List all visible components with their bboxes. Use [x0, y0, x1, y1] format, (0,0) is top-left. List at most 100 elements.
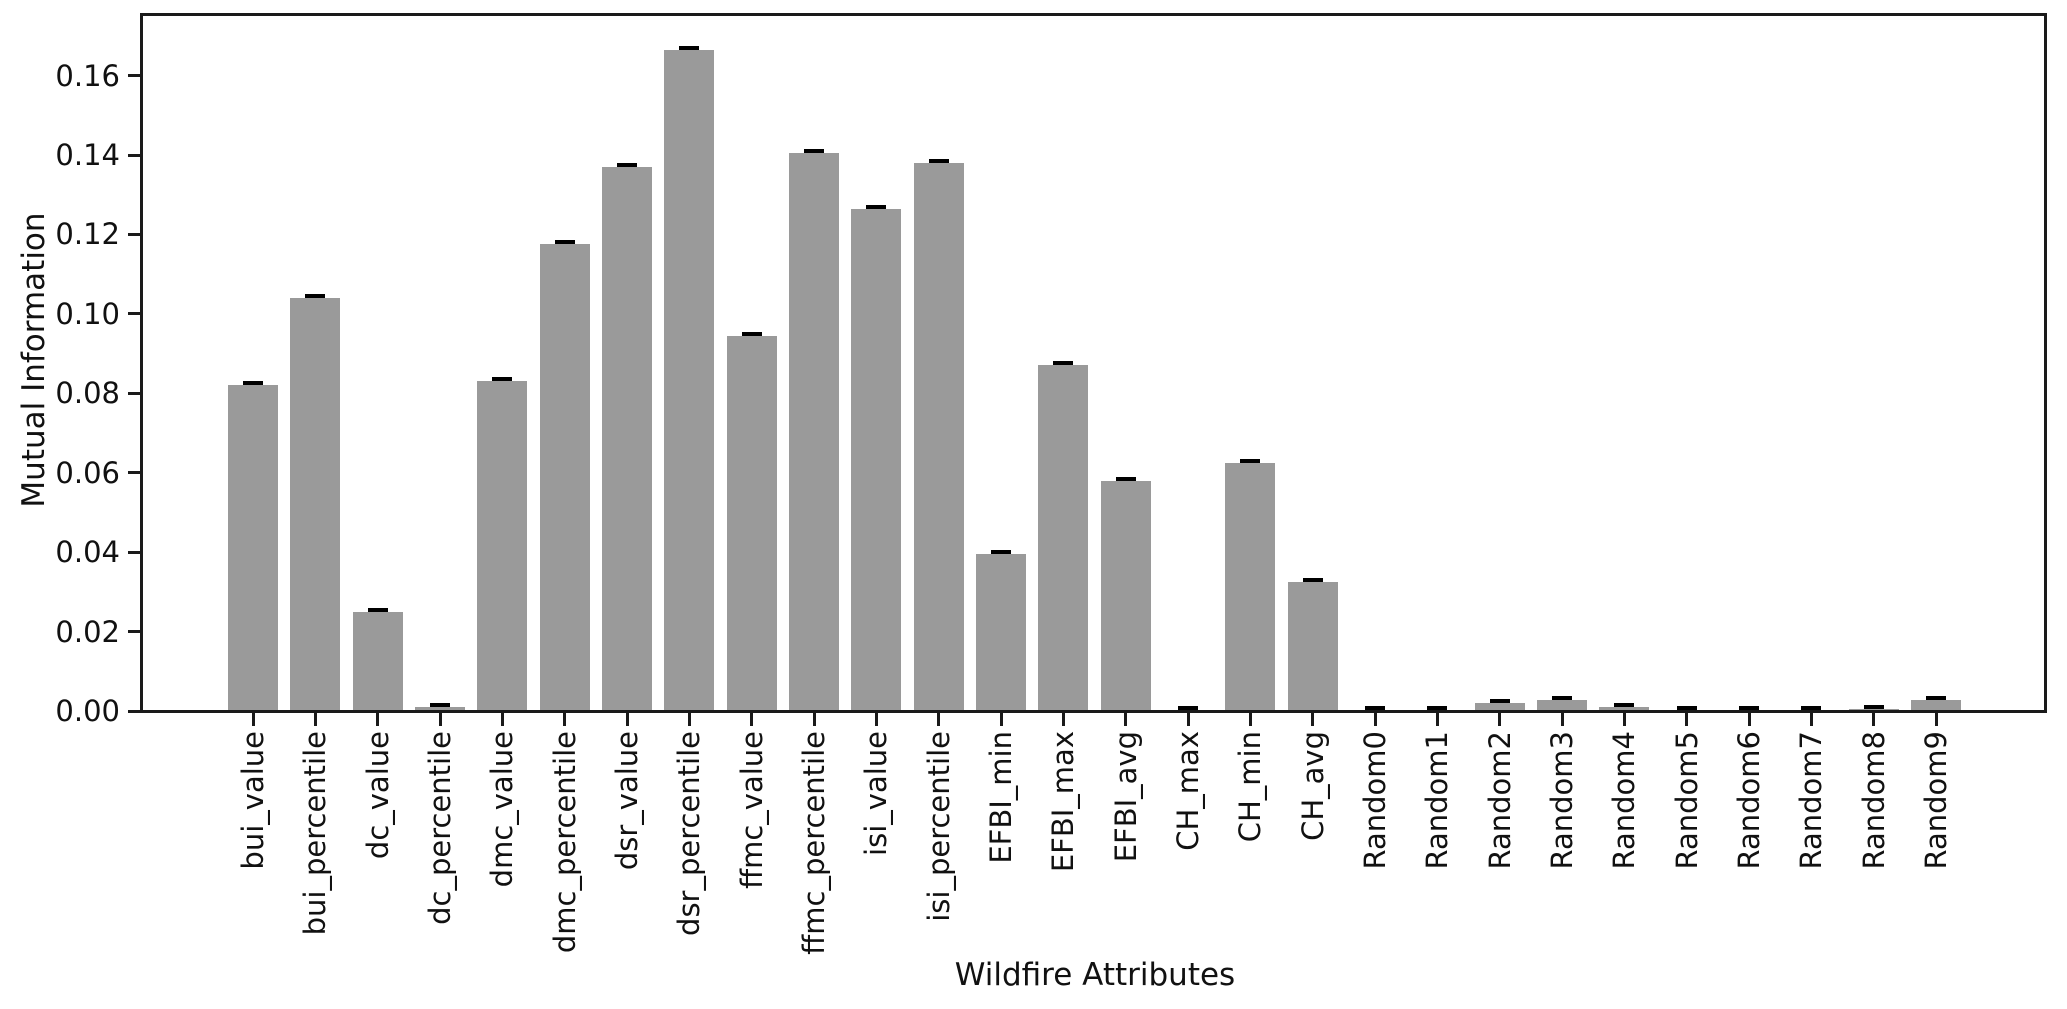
- error-cap-Random1: [1427, 705, 1448, 710]
- x-tick-Random9: [1934, 713, 1938, 726]
- error-cap-bui_value: [243, 381, 263, 386]
- bar-CH_min: [1225, 462, 1276, 711]
- x-tick-label-EFBI_max: EFBI_max: [1046, 731, 1081, 873]
- x-tick-Random7: [1809, 713, 1813, 726]
- error-cap-EFBI_max: [1053, 361, 1074, 366]
- bar-EFBI_min: [976, 554, 1026, 711]
- x-tick-label-Random4: Random4: [1607, 731, 1642, 870]
- bar-EFBI_avg: [1100, 480, 1151, 711]
- error-cap-dc_value: [367, 607, 388, 612]
- y-tick-label-0.08: 0.08: [55, 376, 120, 411]
- bar-CH_avg: [1287, 581, 1338, 711]
- x-tick-label-Random6: Random6: [1732, 731, 1766, 870]
- x-tick-EFBI_max: [1061, 713, 1065, 726]
- error-cap-dmc_percentile: [554, 240, 575, 245]
- x-tick-label-Random3: Random3: [1545, 731, 1579, 870]
- error-cap-Random8: [1863, 705, 1884, 710]
- error-cap-Random9: [1926, 695, 1946, 700]
- y-tick-label-0.12: 0.12: [55, 217, 120, 252]
- bar-dsr_value: [602, 166, 652, 711]
- y-tick-label-0.00: 0.00: [55, 694, 120, 728]
- bar-Random9: [1911, 699, 1961, 711]
- error-cap-ffmc_value: [741, 331, 762, 336]
- bar-EFBI_max: [1038, 365, 1089, 711]
- y-tick-label-0.06: 0.06: [55, 455, 120, 490]
- x-tick-isi_value: [874, 713, 878, 726]
- x-tick-label-CH_min: CH_min: [1233, 731, 1268, 843]
- error-cap-EFBI_min: [991, 550, 1011, 555]
- error-cap-Random5: [1676, 706, 1697, 711]
- y-tick-0.08: [128, 391, 140, 395]
- x-tick-label-bui_percentile: bui_percentile: [298, 731, 333, 936]
- bar-dsr_percentile: [664, 49, 715, 711]
- bar-CH_max: [1163, 709, 1213, 711]
- error-cap-CH_max: [1178, 705, 1198, 710]
- error-cap-ffmc_percentile: [804, 149, 824, 153]
- x-tick-label-Random8: Random8: [1856, 731, 1891, 870]
- x-tick-label-Random9: Random9: [1919, 731, 1953, 870]
- plot-border: [140, 13, 2047, 713]
- bar-Random0: [1350, 709, 1400, 711]
- x-tick-isi_percentile: [937, 713, 941, 726]
- x-tick-ffmc_percentile: [812, 713, 816, 726]
- x-tick-Random2: [1498, 713, 1502, 726]
- x-tick-Random1: [1435, 713, 1439, 726]
- x-tick-ffmc_value: [750, 713, 754, 726]
- y-tick-0.12: [128, 232, 140, 236]
- y-tick-0.04: [128, 550, 140, 554]
- x-tick-label-dmc_value: dmc_value: [485, 731, 520, 888]
- error-cap-Random6: [1739, 706, 1759, 711]
- bar-Random3: [1537, 699, 1587, 711]
- bar-Random5: [1661, 710, 1712, 711]
- error-cap-EFBI_avg: [1115, 476, 1136, 481]
- bar-Random8: [1848, 709, 1899, 711]
- y-tick-0.16: [128, 74, 140, 78]
- error-cap-dc_percentile: [430, 703, 450, 708]
- bar-Random7: [1786, 709, 1837, 711]
- y-tick-label-0.04: 0.04: [55, 535, 120, 570]
- error-cap-CH_min: [1240, 458, 1261, 463]
- error-cap-isi_value: [866, 204, 887, 209]
- x-tick-Random6: [1747, 713, 1751, 726]
- y-axis-title: Mutual Information: [16, 212, 52, 508]
- x-tick-label-ffmc_value: ffmc_value: [734, 731, 769, 889]
- x-tick-bui_value: [251, 713, 255, 726]
- y-tick-label-0.10: 0.10: [55, 296, 120, 331]
- x-tick-label-Random0: Random0: [1358, 731, 1392, 870]
- x-tick-label-CH_max: CH_max: [1171, 731, 1205, 851]
- bar-Random1: [1412, 709, 1463, 711]
- bar-isi_value: [851, 208, 902, 711]
- bar-dmc_value: [477, 381, 528, 711]
- y-tick-0.02: [128, 630, 140, 634]
- x-tick-dmc_value: [500, 713, 504, 726]
- x-tick-label-Random5: Random5: [1669, 731, 1704, 870]
- error-cap-dmc_value: [492, 377, 513, 382]
- y-tick-label-0.02: 0.02: [55, 614, 120, 649]
- bar-Random2: [1474, 702, 1525, 711]
- error-cap-Random2: [1489, 698, 1510, 703]
- x-tick-Random8: [1872, 713, 1876, 726]
- error-cap-isi_percentile: [928, 158, 949, 163]
- x-tick-CH_max: [1186, 713, 1190, 726]
- bar-Random6: [1724, 710, 1774, 711]
- y-tick-label-0.16: 0.16: [55, 58, 120, 93]
- x-tick-bui_percentile: [313, 713, 317, 726]
- x-tick-EFBI_avg: [1124, 713, 1128, 726]
- bar-Random4: [1599, 707, 1650, 711]
- x-tick-label-dc_value: dc_value: [360, 731, 395, 860]
- y-tick-0.10: [128, 312, 140, 316]
- x-tick-label-dc_percentile: dc_percentile: [423, 731, 457, 925]
- x-tick-Random3: [1560, 713, 1564, 726]
- error-cap-Random0: [1365, 705, 1385, 710]
- x-tick-label-dsr_percentile: dsr_percentile: [672, 731, 707, 936]
- error-cap-Random4: [1614, 703, 1635, 708]
- x-tick-label-Random1: Random1: [1420, 731, 1455, 870]
- error-cap-bui_percentile: [305, 293, 326, 298]
- y-tick-0.14: [128, 153, 140, 157]
- bar-isi_percentile: [913, 162, 964, 711]
- error-cap-CH_avg: [1302, 577, 1323, 582]
- y-tick-label-0.14: 0.14: [55, 138, 120, 172]
- y-tick-0.00: [128, 709, 140, 713]
- x-tick-dsr_value: [625, 713, 629, 726]
